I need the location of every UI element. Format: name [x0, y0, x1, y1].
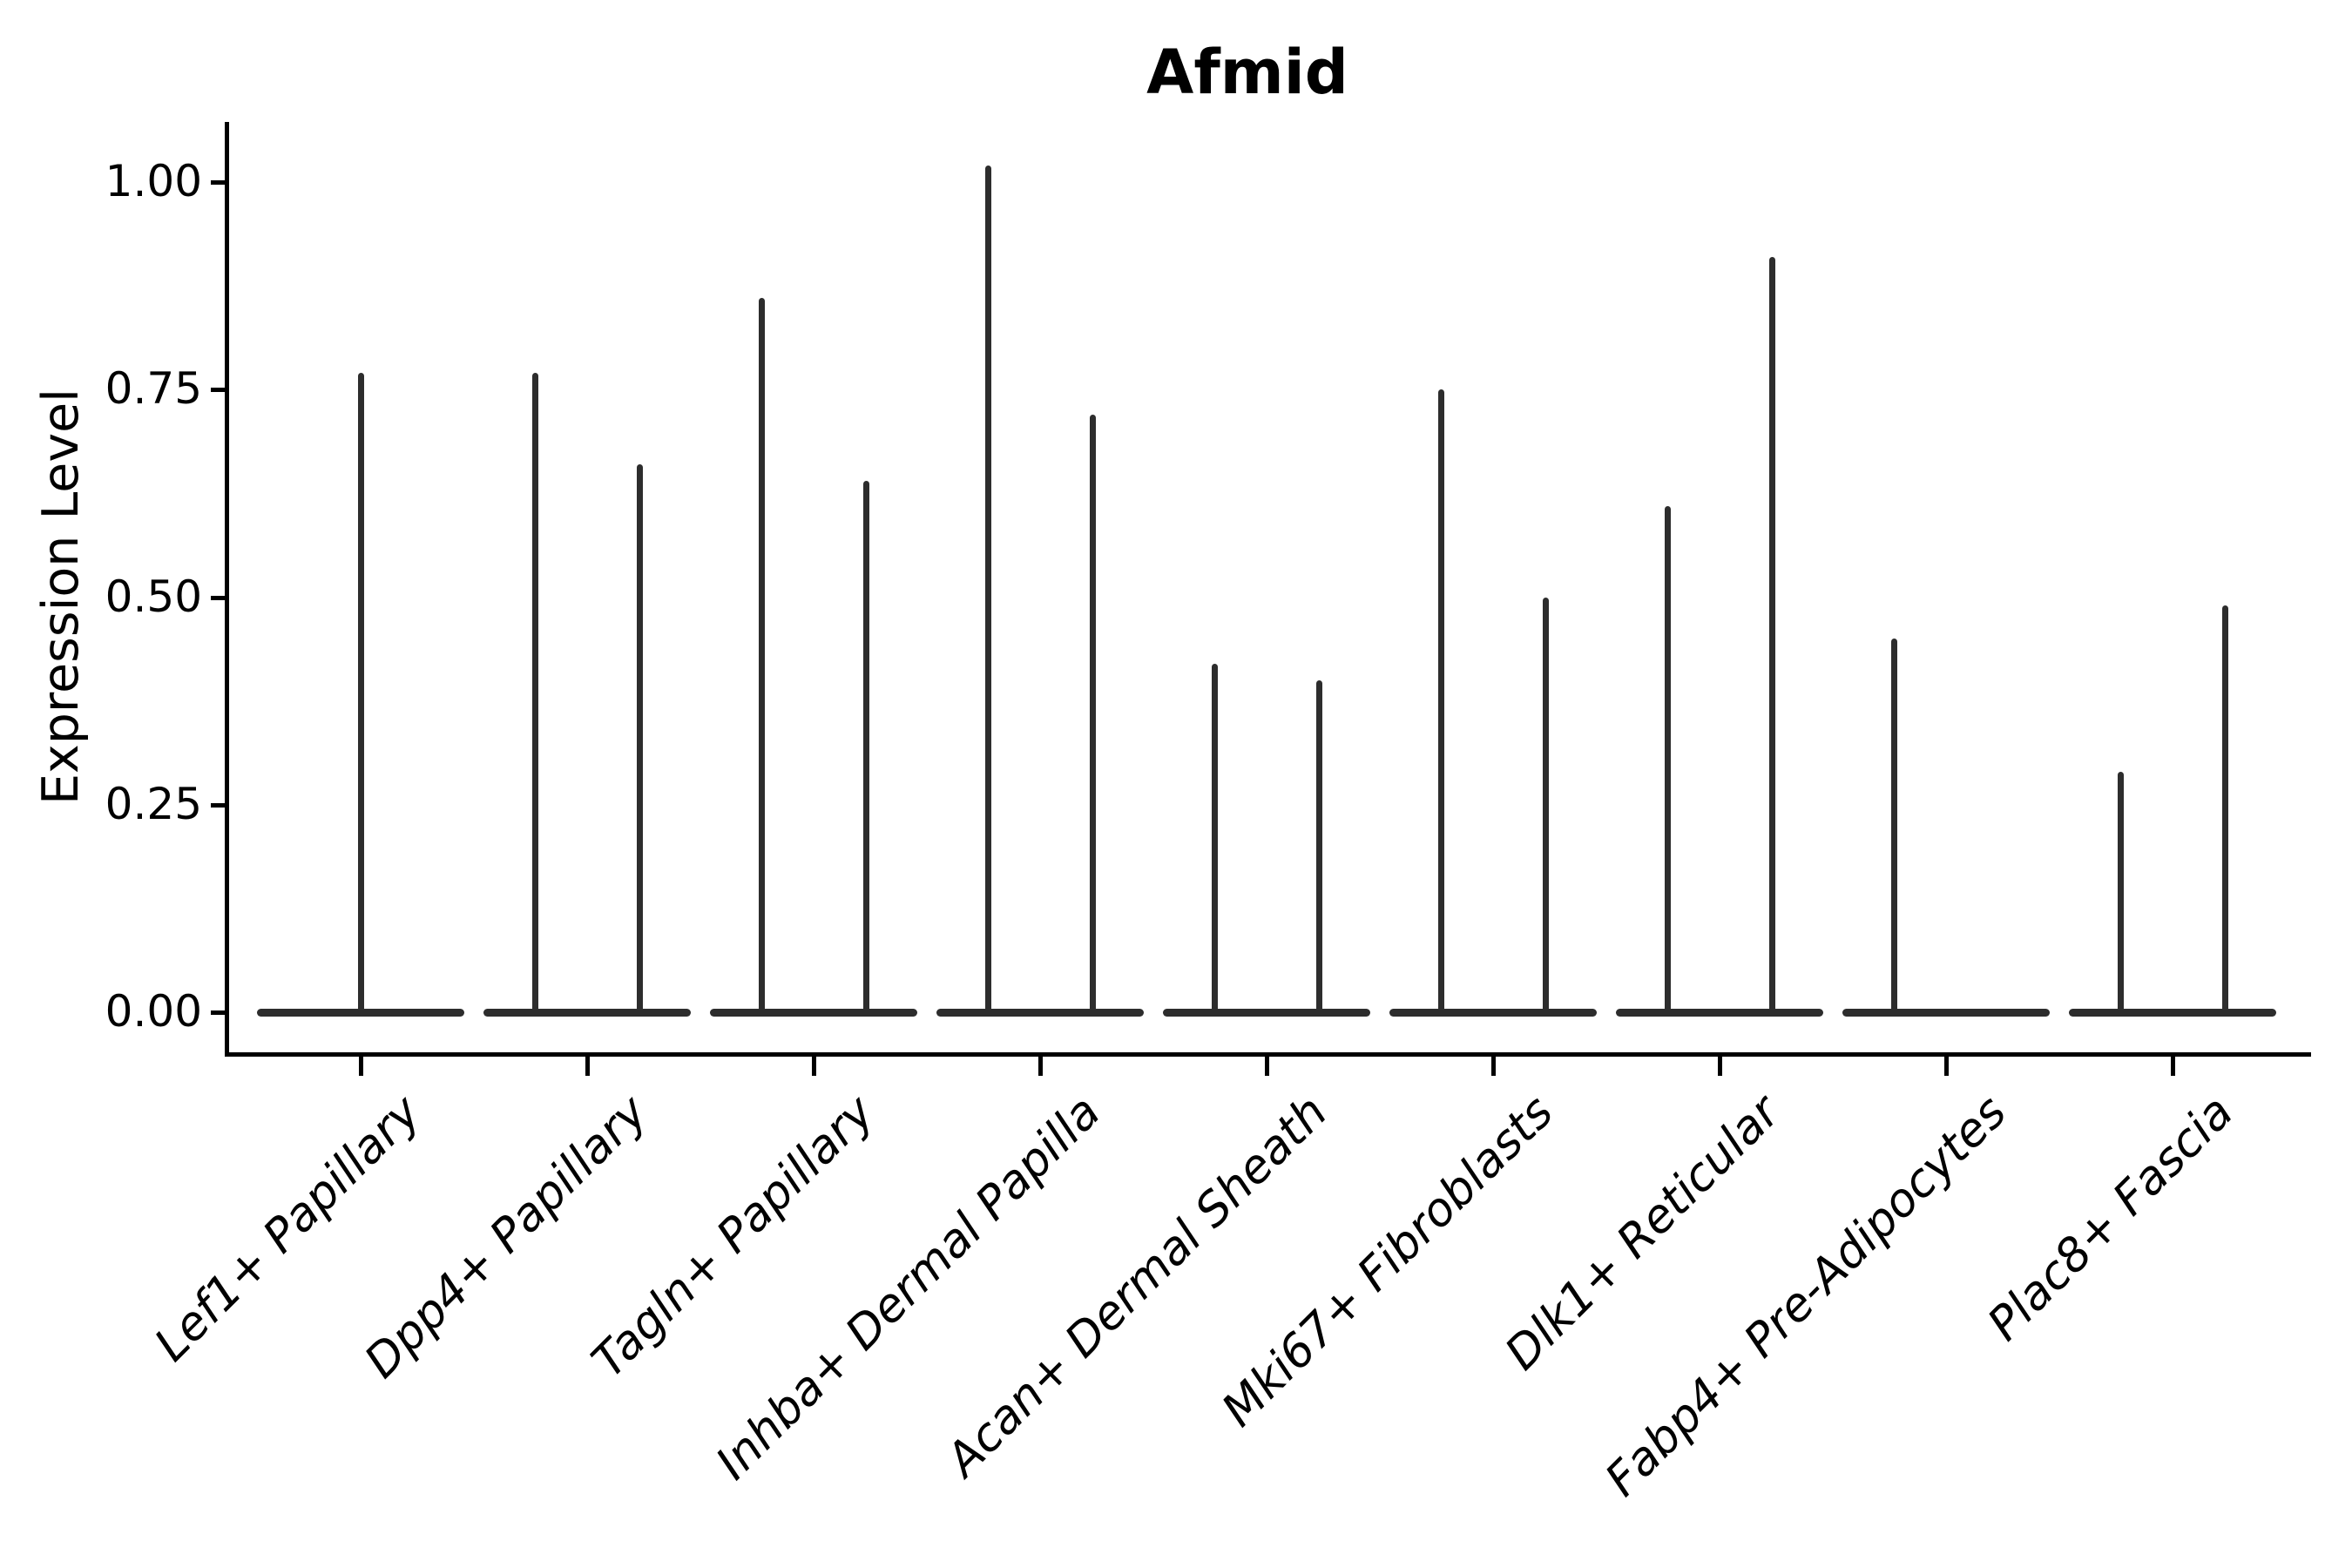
violin-spike	[1543, 597, 1549, 1014]
x-tick-label: Acan+ Dermal Sheath	[936, 1085, 1338, 1487]
y-tick-label: 1.00	[105, 155, 202, 206]
violin-spike	[1891, 639, 1897, 1014]
violin-spike	[358, 373, 364, 1014]
violin-body	[710, 1009, 917, 1017]
x-tick-mark	[1718, 1056, 1722, 1076]
violin-spike	[1665, 505, 1671, 1014]
violin-spike	[1212, 663, 1218, 1014]
violin-spike	[1090, 414, 1096, 1014]
y-tick-mark	[211, 180, 226, 185]
y-tick-label: 0.25	[105, 778, 202, 829]
violin-spike	[985, 165, 991, 1014]
y-tick-mark	[211, 1010, 226, 1015]
y-tick-label: 0.00	[105, 985, 202, 1037]
x-tick-mark	[359, 1056, 363, 1076]
violin-spike	[863, 481, 869, 1014]
violin-body	[483, 1009, 691, 1017]
violin-spike	[759, 298, 765, 1014]
violin-spike	[637, 464, 643, 1014]
violin-body	[936, 1009, 1144, 1017]
violin-spike	[1438, 389, 1444, 1014]
violin-spike	[532, 373, 538, 1014]
x-tick-label: Plac8+ Fascia	[1977, 1085, 2244, 1351]
violin-spike	[2118, 771, 2124, 1014]
x-tick-mark	[1265, 1056, 1269, 1076]
y-tick-label: 0.75	[105, 363, 202, 415]
x-tick-mark	[2171, 1056, 2175, 1076]
y-tick-label: 0.50	[105, 571, 202, 622]
y-tick-mark	[211, 802, 226, 808]
violin-body	[1842, 1009, 2050, 1017]
violin-spike	[1769, 256, 1775, 1014]
y-tick-mark	[211, 388, 226, 393]
chart-title: Afmid	[1146, 37, 1348, 108]
x-tick-label: Fabp4+ Pre-Adipocytes	[1595, 1085, 2017, 1507]
x-tick-mark	[812, 1056, 816, 1076]
y-tick-mark	[211, 595, 226, 600]
x-tick-mark	[1944, 1056, 1949, 1076]
violin-spike	[2222, 605, 2228, 1014]
x-axis-line	[225, 1052, 2311, 1057]
violin-body	[2069, 1009, 2276, 1017]
violin-body	[1163, 1009, 1370, 1017]
violin-spike	[1316, 679, 1322, 1014]
x-tick-mark	[1491, 1056, 1496, 1076]
violin-body	[1389, 1009, 1597, 1017]
x-tick-mark	[585, 1056, 590, 1076]
y-axis-line	[225, 122, 229, 1055]
x-tick-label: Inhba+ Dermal Papilla	[706, 1085, 1112, 1490]
x-tick-mark	[1038, 1056, 1043, 1076]
violin-body	[1616, 1009, 1823, 1017]
